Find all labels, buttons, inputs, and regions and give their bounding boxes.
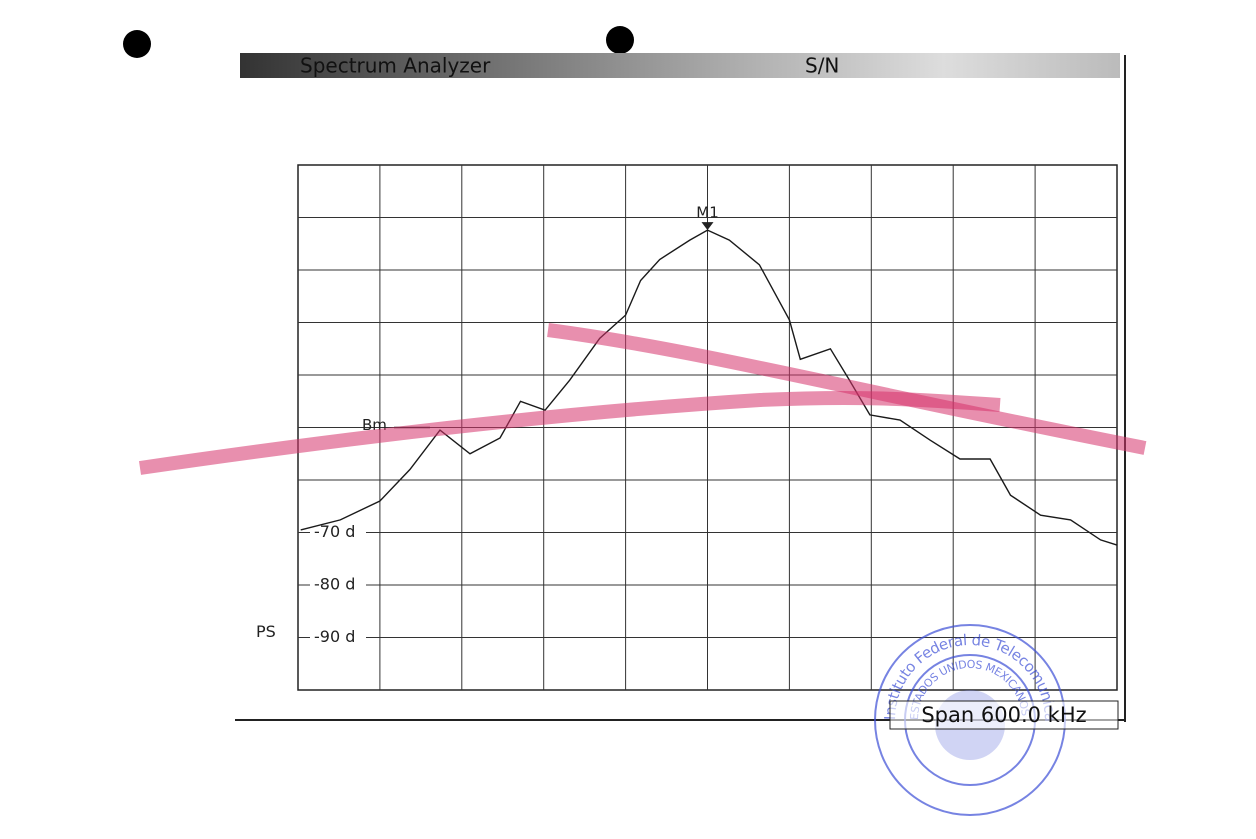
y-tick-label: -70 d: [314, 522, 355, 541]
marker: [701, 222, 714, 231]
span-box: [889, 700, 1119, 730]
pen-stroke: [547, 323, 1147, 455]
punch-hole: [606, 26, 634, 54]
y-tick-label: -90 d: [314, 627, 355, 646]
tick-label-bg: [310, 627, 366, 648]
punch-hole: [123, 30, 151, 58]
y-tick-label: -80 d: [314, 575, 355, 594]
header-bar: [240, 53, 1120, 78]
header-title: Spectrum Analyzer: [300, 54, 491, 78]
side-label: PS: [256, 622, 276, 641]
header-mode: S/N: [805, 54, 839, 78]
span-label: Span 600.0 kHz: [921, 703, 1086, 727]
tick-label-bg: [310, 575, 366, 595]
trace: [300, 229, 1118, 546]
marker-label: M1: [696, 204, 719, 222]
tick-label-bg: [310, 522, 366, 543]
